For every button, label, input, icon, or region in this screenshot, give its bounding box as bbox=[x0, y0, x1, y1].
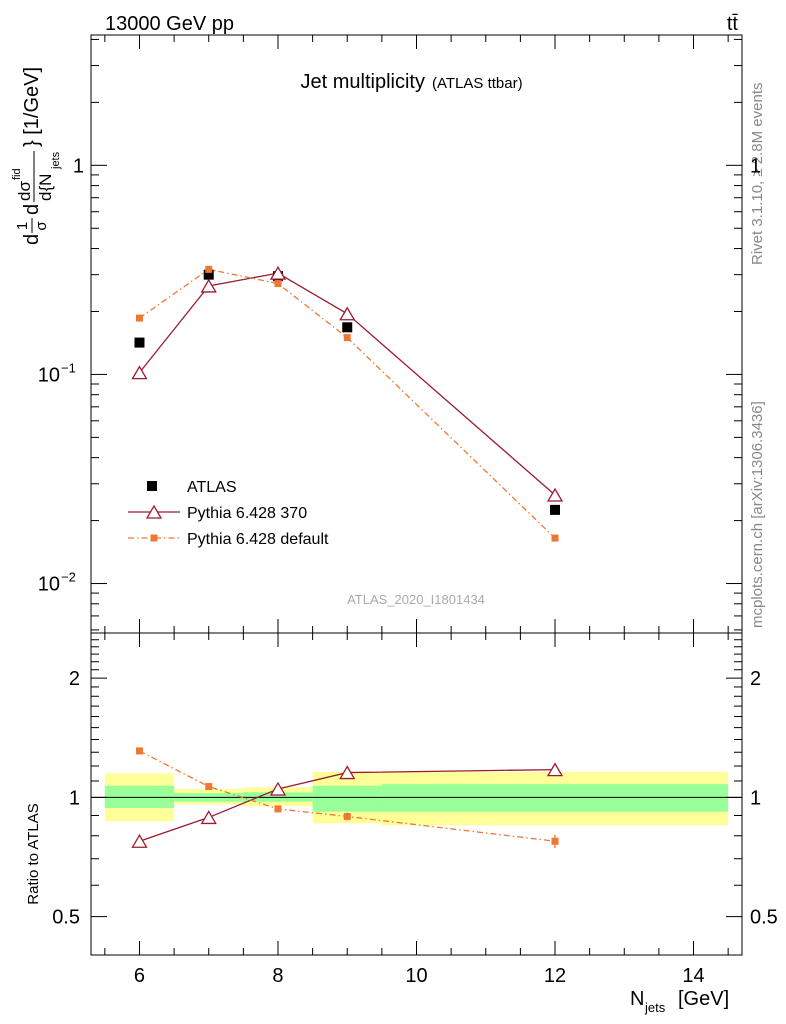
ratio-y-tick-label: 2 bbox=[69, 668, 80, 690]
x-tick-label: 6 bbox=[134, 965, 145, 987]
main-y-axis-label: d 1 σ d dσ fid d{N jets } [1/GeV] bbox=[11, 67, 62, 245]
main-point-pythia-6-428-default bbox=[551, 534, 559, 542]
main-y-tick-label-right: 1 bbox=[750, 155, 761, 177]
ratio-y-axis-label: Ratio to ATLAS bbox=[25, 803, 42, 904]
ratio-axis-ticks: 6 8 10 12 14 2 2 1 1 0.5 0.5 bbox=[52, 632, 778, 987]
svg-text:[GeV]: [GeV] bbox=[678, 988, 729, 1010]
legend-label-atlas: ATLAS bbox=[187, 479, 237, 496]
ratio-point-pythia-6-428-370 bbox=[269, 781, 287, 796]
ratio-point-pythia-6-428-default bbox=[343, 812, 351, 820]
ratio-point-pythia-6-428-default bbox=[205, 783, 213, 791]
mcplots-label: mcplots.cern.ch [arXiv:1306.3436] bbox=[749, 401, 766, 628]
svg-text:1: 1 bbox=[14, 222, 31, 230]
chart-title: Jet multiplicity bbox=[301, 71, 425, 93]
x-axis-label: N jets [GeV] bbox=[630, 988, 729, 1015]
main-point-atlas bbox=[134, 337, 145, 348]
svg-text:σ: σ bbox=[33, 221, 50, 231]
main-panel: 110 −110 −21 Jet multiplicity (ATLAS ttbar… bbox=[11, 34, 761, 634]
x-tick-label: 10 bbox=[405, 965, 427, 987]
svg-text:} [1/GeV]: } [1/GeV] bbox=[21, 67, 43, 147]
svg-text:−1: −1 bbox=[61, 360, 76, 375]
main-point-pythia-6-428-370 bbox=[339, 306, 356, 321]
x-tick-label: 14 bbox=[682, 965, 704, 987]
svg-text:dσ: dσ bbox=[15, 181, 34, 201]
x-tick-label: 8 bbox=[272, 965, 283, 987]
chart-subtitle: (ATLAS ttbar) bbox=[432, 75, 523, 92]
legend-label-pythia-default: Pythia 6.428 default bbox=[187, 531, 329, 548]
ratio-point-pythia-6-428-default bbox=[274, 805, 282, 813]
ratio-y-tick-label-right: 1 bbox=[750, 787, 761, 809]
legend-label-pythia-370: Pythia 6.428 370 bbox=[187, 505, 307, 522]
main-series-line-pythia-6-428-default bbox=[139, 268, 556, 539]
main-point-pythia-6-428-370 bbox=[269, 265, 287, 280]
energy-label: 13000 GeV pp bbox=[105, 13, 234, 35]
svg-text:jets: jets bbox=[644, 1000, 666, 1015]
legend: ATLAS Pythia 6.428 370 Pythia 6.428 defa… bbox=[128, 479, 329, 548]
svg-text:10: 10 bbox=[38, 574, 60, 596]
main-point-pythia-6-428-370 bbox=[131, 365, 148, 380]
ratio-point-pythia-6-428-370 bbox=[200, 810, 217, 825]
svg-text:N: N bbox=[630, 988, 644, 1010]
ratio-y-tick-label-right: 0.5 bbox=[750, 907, 778, 929]
svg-text:jets: jets bbox=[50, 151, 62, 170]
rivet-label: Rivet 3.1.10, ≥ 2.8M events bbox=[749, 83, 766, 266]
main-point-atlas bbox=[550, 504, 561, 515]
ratio-band-inner bbox=[312, 785, 382, 812]
ratio-y-tick-label-right: 2 bbox=[750, 668, 761, 690]
process-label: tt̄ bbox=[727, 13, 739, 35]
main-point-pythia-6-428-370 bbox=[200, 278, 217, 293]
legend-marker-pythia-default bbox=[150, 534, 158, 542]
main-y-tick-label: 10 −1 bbox=[38, 360, 76, 386]
svg-text:d: d bbox=[21, 204, 43, 215]
x-tick-label: 12 bbox=[544, 965, 566, 987]
main-point-pythia-6-428-default bbox=[205, 265, 213, 273]
ratio-point-pythia-6-428-default bbox=[135, 747, 143, 755]
main-series-layer bbox=[131, 265, 564, 542]
legend-marker-pythia-370 bbox=[145, 504, 163, 519]
ratio-y-tick-label: 1 bbox=[69, 787, 80, 809]
main-point-atlas bbox=[203, 269, 214, 280]
svg-text:−2: −2 bbox=[61, 570, 76, 585]
main-axis-ticks: 110 −110 −21 bbox=[38, 35, 761, 633]
ratio-uncertainty-bands bbox=[104, 771, 729, 826]
main-point-pythia-6-428-default bbox=[343, 334, 351, 342]
main-point-atlas bbox=[342, 322, 353, 333]
ratio-series-layer bbox=[131, 747, 564, 849]
svg-text:d{N: d{N bbox=[36, 174, 55, 201]
ratio-y-tick-label: 0.5 bbox=[52, 907, 80, 929]
main-y-tick-label: 1 bbox=[73, 155, 84, 177]
ratio-point-pythia-6-428-default bbox=[551, 837, 559, 845]
ratio-band-inner bbox=[381, 784, 729, 812]
main-series-line-pythia-6-428-370 bbox=[138, 272, 556, 496]
analysis-watermark: ATLAS_2020_I1801434 bbox=[347, 592, 485, 607]
ratio-point-pythia-6-428-370 bbox=[131, 833, 148, 848]
main-y-tick-label: 10 −2 bbox=[38, 570, 76, 596]
main-point-pythia-6-428-370 bbox=[546, 487, 564, 502]
ratio-point-pythia-6-428-370 bbox=[546, 762, 564, 777]
svg-text:1: 1 bbox=[73, 155, 84, 177]
main-point-pythia-6-428-default bbox=[274, 280, 282, 288]
ratio-panel: 6 8 10 12 14 2 2 1 1 0.5 0.5 Ratio to ATLAS N jets… bbox=[25, 632, 778, 1015]
svg-text:d: d bbox=[21, 234, 43, 245]
svg-text:10: 10 bbox=[38, 364, 60, 386]
svg-text:fid: fid bbox=[11, 168, 23, 180]
main-point-pythia-6-428-default bbox=[135, 314, 143, 322]
legend-marker-atlas bbox=[147, 481, 157, 491]
ratio-point-pythia-6-428-370 bbox=[339, 765, 356, 780]
